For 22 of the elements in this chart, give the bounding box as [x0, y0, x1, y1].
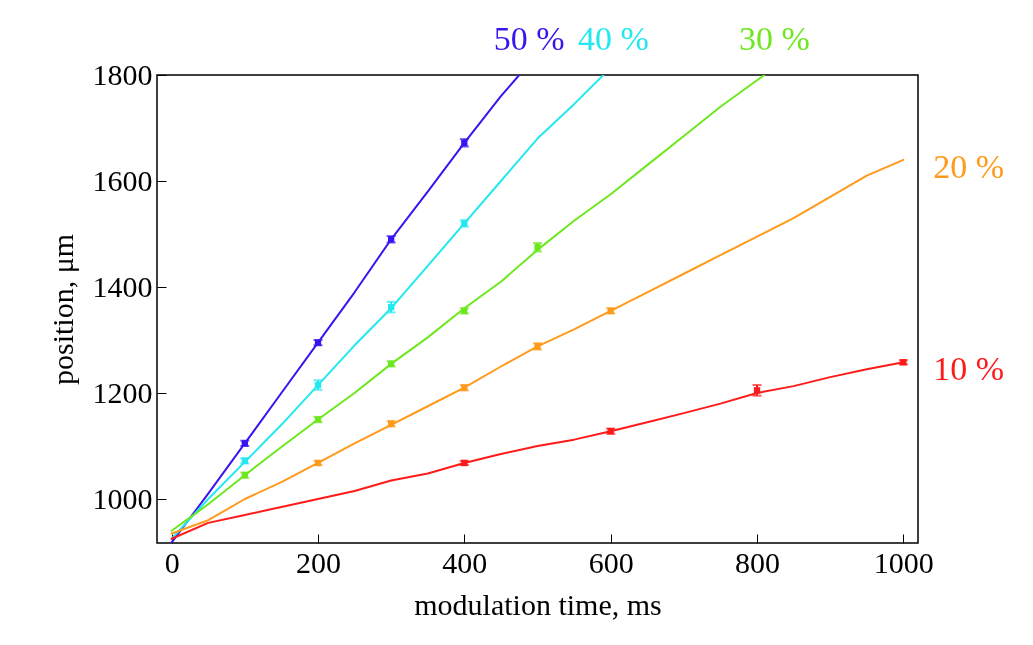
x-tick-label: 600: [588, 545, 634, 579]
line-series: [170, 75, 605, 540]
x-tick-label: 1000: [873, 545, 934, 579]
y-tick-label: 1600: [92, 163, 153, 197]
x-tick-label: 0: [164, 545, 180, 579]
x-tick-label: 800: [735, 545, 781, 579]
y-axis-title: position, μm: [45, 233, 79, 386]
series-label: 20 %: [933, 147, 1005, 185]
y-tick-label: 1400: [92, 269, 153, 303]
y-tick-label: 1200: [92, 375, 153, 409]
series-label: 40 %: [577, 20, 649, 57]
x-axis-title: modulation time, ms: [414, 587, 662, 621]
line-series: [170, 75, 766, 532]
line-series: [170, 158, 905, 535]
series-label: 10 %: [933, 350, 1005, 388]
y-tick-label: 1800: [92, 57, 153, 91]
y-tick-label: 1000: [92, 481, 153, 515]
line-series: [170, 75, 521, 543]
series-label: 50 %: [493, 20, 565, 57]
series-label: 30 %: [738, 20, 810, 57]
x-tick-label: 200: [295, 545, 341, 579]
x-tick-label: 400: [442, 545, 488, 579]
